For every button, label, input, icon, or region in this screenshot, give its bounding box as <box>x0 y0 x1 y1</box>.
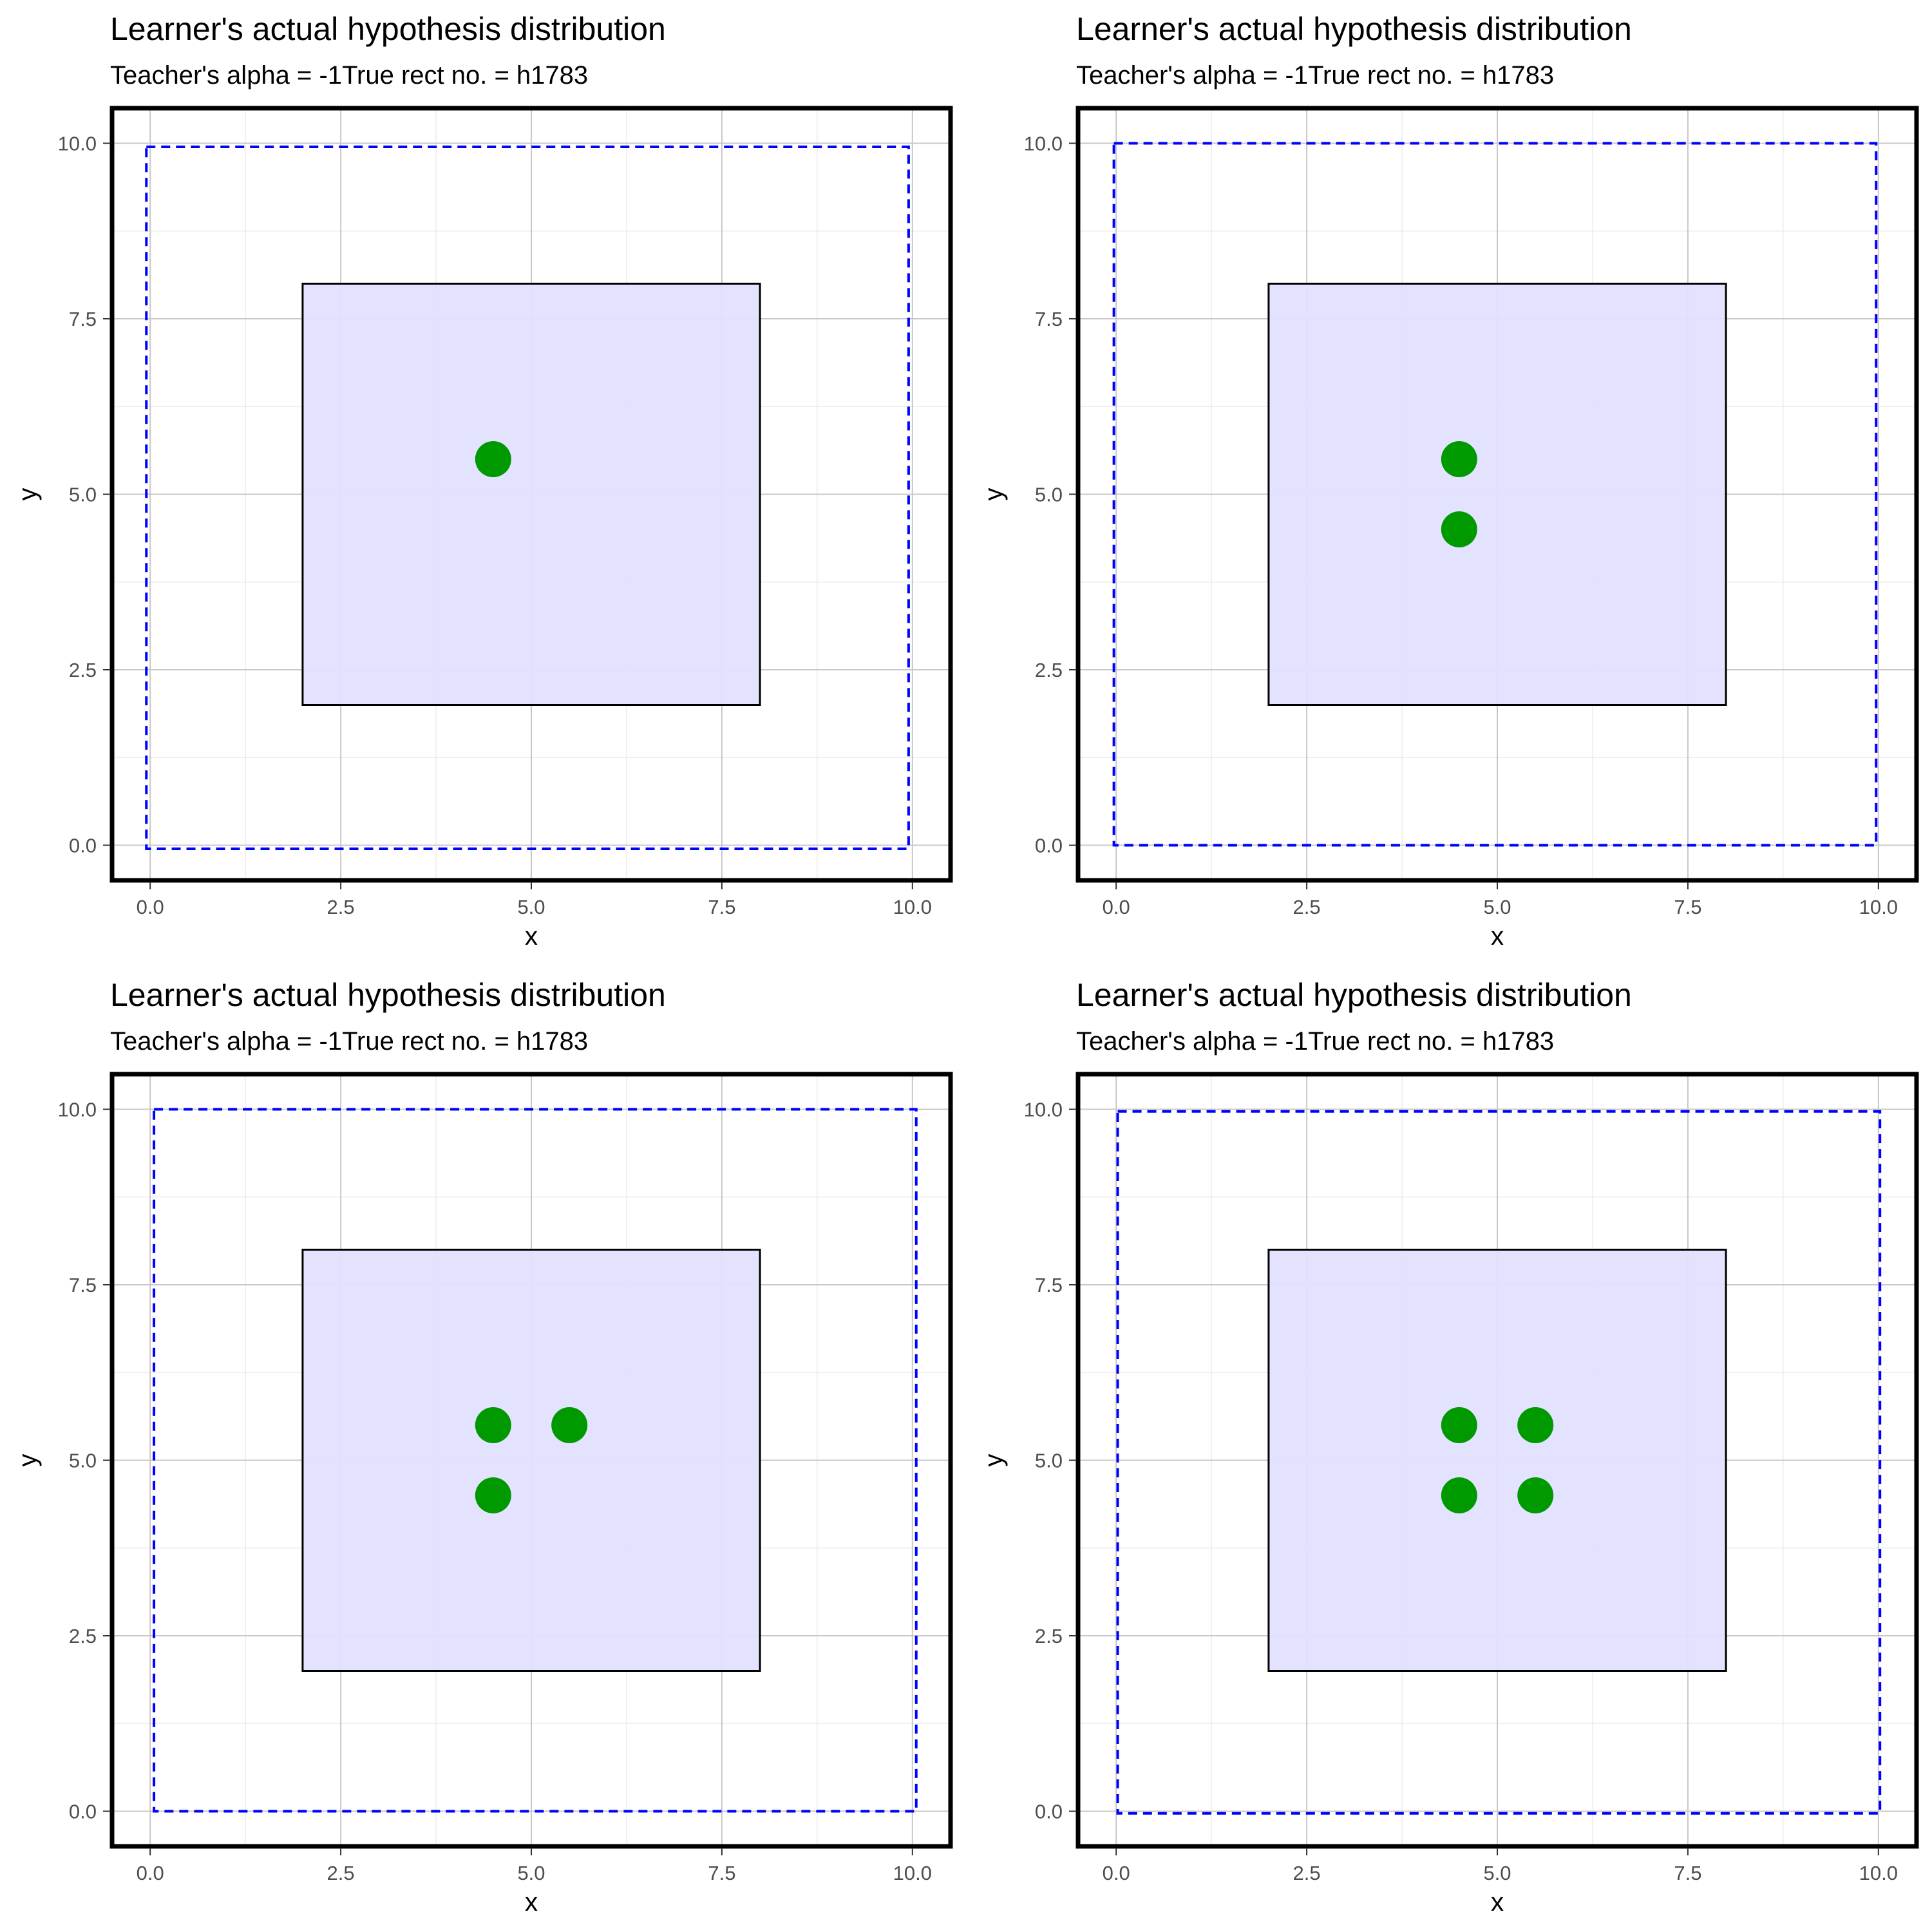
hypothesis-rectangle <box>1116 1110 1882 1815</box>
x-tick-label: 0.0 <box>137 896 164 918</box>
panel-border <box>109 106 953 883</box>
x-tick-label: 10.0 <box>893 1862 932 1884</box>
y-tick-label: 0.0 <box>1035 835 1063 857</box>
x-tick-label: 7.5 <box>1674 896 1701 918</box>
x-tick-label: 7.5 <box>708 1862 735 1884</box>
y-tick-label: 2.5 <box>69 1625 97 1647</box>
x-tick-label: 2.5 <box>1293 1862 1321 1884</box>
true-rectangle <box>301 1249 761 1672</box>
y-tick-label: 5.0 <box>1035 484 1063 506</box>
x-tick-label: 0.0 <box>137 1862 164 1884</box>
y-tick-label: 10.0 <box>1024 133 1063 155</box>
y-axis-title: y <box>14 1454 42 1467</box>
x-tick-label: 5.0 <box>517 896 545 918</box>
x-axis-title: x <box>1491 922 1504 951</box>
true-rectangle <box>301 283 761 706</box>
hypothesis-rectangle <box>145 145 910 850</box>
y-tick-label: 5.0 <box>69 484 97 506</box>
panel-border <box>1075 1072 1919 1849</box>
x-axis-title: x <box>525 1888 538 1917</box>
chart-title: Learner's actual hypothesis distribution <box>110 977 666 1013</box>
chart-panel-4: Learner's actual hypothesis distribution… <box>980 977 1919 1917</box>
panel-border <box>109 1072 953 1849</box>
data-point <box>1517 1407 1554 1443</box>
data-point <box>475 441 511 477</box>
y-tick-label: 0.0 <box>69 1801 97 1823</box>
chart-panel-2: Learner's actual hypothesis distribution… <box>980 11 1919 951</box>
y-tick-label: 2.5 <box>1035 659 1063 681</box>
chart-panel-3: Learner's actual hypothesis distribution… <box>14 977 953 1917</box>
hypothesis-rectangle <box>153 1108 918 1813</box>
chart-title: Learner's actual hypothesis distribution <box>110 11 666 47</box>
x-tick-label: 7.5 <box>708 896 735 918</box>
x-tick-label: 10.0 <box>1859 896 1898 918</box>
x-axis-title: x <box>525 922 538 951</box>
y-axis-title: y <box>980 1454 1008 1467</box>
data-point <box>551 1407 588 1443</box>
chart-subtitle: Teacher's alpha = -1True rect no. = h178… <box>110 61 588 90</box>
y-tick-label: 10.0 <box>58 133 97 155</box>
x-tick-label: 5.0 <box>1483 896 1511 918</box>
x-tick-label: 10.0 <box>893 896 932 918</box>
y-tick-label: 7.5 <box>69 1274 97 1296</box>
y-tick-label: 10.0 <box>58 1099 97 1121</box>
x-tick-label: 2.5 <box>327 896 355 918</box>
x-tick-label: 0.0 <box>1103 896 1130 918</box>
panel-border <box>1075 106 1919 883</box>
x-tick-label: 0.0 <box>1103 1862 1130 1884</box>
x-tick-label: 5.0 <box>517 1862 545 1884</box>
chart-panel-1: Learner's actual hypothesis distribution… <box>14 11 953 951</box>
chart-subtitle: Teacher's alpha = -1True rect no. = h178… <box>1076 61 1554 90</box>
x-tick-label: 7.5 <box>1674 1862 1701 1884</box>
x-tick-label: 2.5 <box>327 1862 355 1884</box>
data-point <box>475 1477 511 1513</box>
y-tick-label: 2.5 <box>69 659 97 681</box>
data-point <box>1441 1477 1477 1513</box>
y-tick-label: 0.0 <box>69 835 97 857</box>
chart-title: Learner's actual hypothesis distribution <box>1076 977 1632 1013</box>
y-tick-label: 7.5 <box>1035 1274 1063 1296</box>
y-tick-label: 5.0 <box>1035 1450 1063 1472</box>
data-point <box>1441 441 1477 477</box>
y-tick-label: 0.0 <box>1035 1801 1063 1823</box>
data-point <box>1517 1477 1554 1513</box>
chart-title: Learner's actual hypothesis distribution <box>1076 11 1632 47</box>
true-rectangle <box>1267 283 1727 706</box>
x-tick-label: 10.0 <box>1859 1862 1898 1884</box>
x-tick-label: 5.0 <box>1483 1862 1511 1884</box>
y-tick-label: 7.5 <box>1035 308 1063 330</box>
hypothesis-rectangle <box>1112 142 1878 847</box>
y-tick-label: 10.0 <box>1024 1099 1063 1121</box>
x-axis-title: x <box>1491 1888 1504 1917</box>
data-point <box>475 1407 511 1443</box>
x-tick-label: 2.5 <box>1293 896 1321 918</box>
y-tick-label: 2.5 <box>1035 1625 1063 1647</box>
chart-subtitle: Teacher's alpha = -1True rect no. = h178… <box>1076 1027 1554 1056</box>
y-axis-title: y <box>14 488 42 501</box>
chart-subtitle: Teacher's alpha = -1True rect no. = h178… <box>110 1027 588 1056</box>
true-rectangle <box>1267 1249 1727 1672</box>
y-axis-title: y <box>980 488 1008 501</box>
y-tick-label: 5.0 <box>69 1450 97 1472</box>
y-tick-label: 7.5 <box>69 308 97 330</box>
data-point <box>1441 1407 1477 1443</box>
data-point <box>1441 511 1477 547</box>
